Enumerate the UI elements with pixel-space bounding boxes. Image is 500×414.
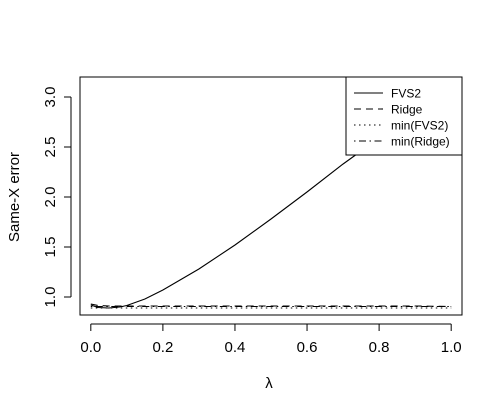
x-tick-label: 0.4 (225, 339, 246, 356)
x-axis-label: λ (265, 375, 273, 392)
x-tick-label: 0.6 (297, 339, 318, 356)
x-axis: 0.0 0.2 0.4 0.6 0.8 1.0 (80, 323, 462, 356)
y-tick-label: 2.0 (42, 187, 59, 208)
y-axis-label: Same-X error (6, 152, 23, 242)
plot-area (79, 76, 463, 316)
legend-label: Ridge (391, 103, 423, 117)
plot-frame (79, 76, 463, 316)
y-tick-label: 3.0 (42, 87, 59, 108)
y-tick-label: 1.0 (42, 287, 59, 308)
legend-label: FVS2 (391, 87, 421, 101)
x-tick-label: 0.0 (80, 339, 101, 356)
legend-label: min(Ridge) (391, 135, 450, 149)
legend-label: min(FVS2) (391, 119, 448, 133)
x-tick-label: 0.2 (152, 339, 173, 356)
y-axis: 1.0 1.5 2.0 2.5 3.0 (42, 87, 72, 308)
series-layer (90, 150, 452, 309)
series-line-fvs2 (90, 150, 362, 309)
y-tick-label: 2.5 (42, 137, 59, 158)
legend: FVS2 Ridge min(FVS2) min(Ridge) (345, 76, 463, 156)
y-tick-label: 1.5 (42, 237, 59, 258)
x-tick-label: 0.8 (369, 339, 390, 356)
x-tick-label: 1.0 (441, 339, 462, 356)
legend-box (345, 76, 463, 156)
